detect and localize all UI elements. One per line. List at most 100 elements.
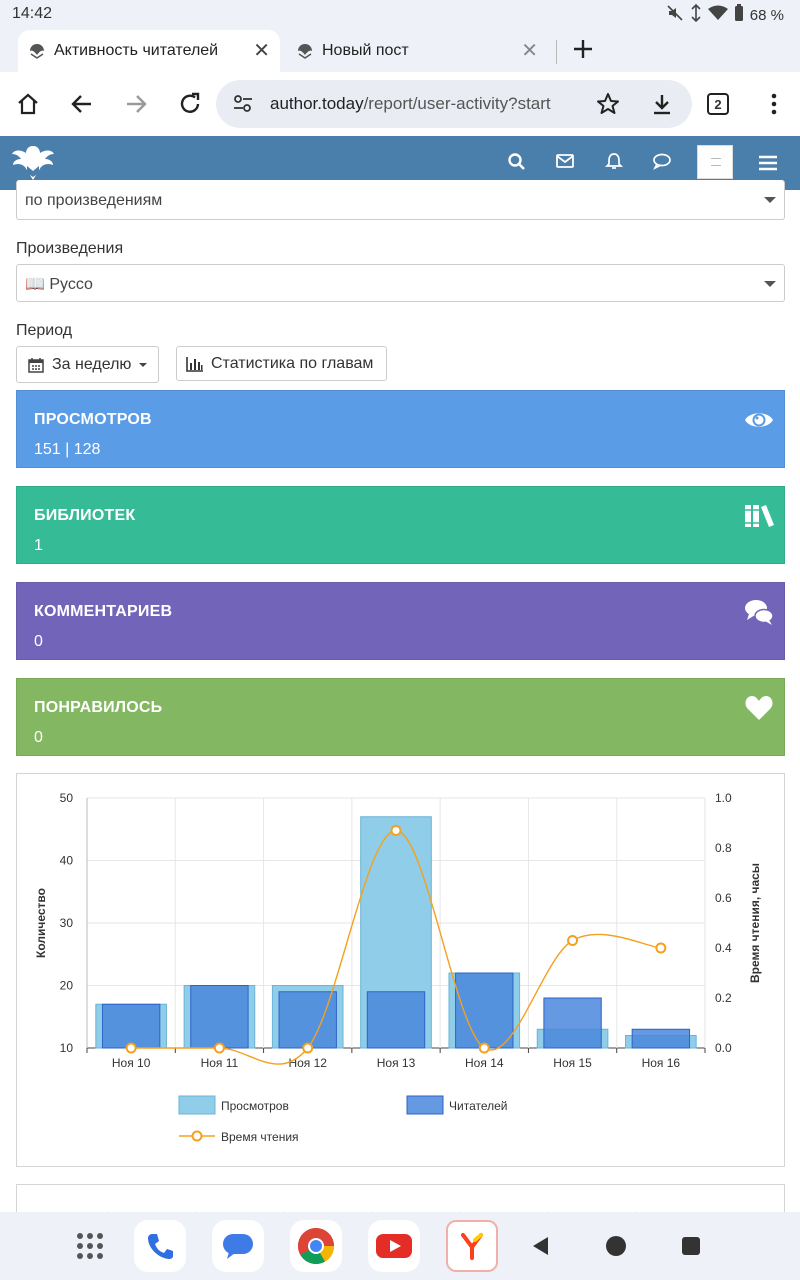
x-tick-label: Ноя 10 (112, 1056, 151, 1070)
works-label: Произведения (16, 240, 124, 257)
youtube-app-icon[interactable] (368, 1220, 420, 1272)
site-favicon-icon (296, 42, 314, 60)
tab-divider (556, 40, 557, 64)
heart-icon (744, 693, 774, 723)
reading-time-point (390, 825, 402, 836)
y-right-tick-label: 0.0 (715, 1041, 732, 1055)
search-icon[interactable] (507, 152, 527, 177)
y-right-tick-label: 0.2 (715, 991, 732, 1005)
mute-icon (666, 4, 684, 26)
site-logo-icon[interactable] (10, 140, 56, 186)
new-tab-icon[interactable] (570, 36, 596, 62)
chevron-down-icon (764, 281, 776, 287)
x-tick-label: Ноя 15 (553, 1056, 592, 1070)
books-icon (744, 501, 774, 531)
site-favicon-icon (28, 42, 46, 60)
legend-label-readers: Читателей (449, 1099, 508, 1113)
period-dropdown-button[interactable]: За неделю (16, 346, 159, 383)
tab-count: 2 (707, 93, 729, 115)
download-icon[interactable] (646, 88, 678, 120)
close-tab-icon[interactable]: ✕ (253, 40, 270, 62)
works-select[interactable]: 📖 Руссо (16, 264, 785, 302)
reading-time-point (655, 942, 667, 954)
messages-app-icon[interactable] (212, 1220, 264, 1272)
back-nav-icon[interactable] (514, 1220, 566, 1272)
browser-toolbar: author.today/report/user-activity?start … (0, 72, 800, 136)
x-tick-label: Ноя 11 (201, 1056, 239, 1070)
recents-nav-icon[interactable] (665, 1220, 717, 1272)
app-drawer-icon[interactable] (64, 1220, 116, 1272)
activity-chart: 10 20 30 40 50 0.0 0.2 0.4 0.6 0.8 1.0 Ноя 10 Ноя 11… (16, 773, 785, 1167)
system-dock (0, 1212, 800, 1280)
yandex-browser-app-icon[interactable] (446, 1220, 498, 1272)
group-by-value: по произведениям (25, 192, 163, 209)
comments-card: КОММЕНТАРИЕВ 0 (16, 582, 785, 660)
chapters-stats-label: Статистика по главам (211, 354, 374, 372)
tab-title: Новый пост (322, 42, 409, 59)
eye-icon (744, 405, 774, 435)
y-right-tick-label: 0.4 (715, 941, 732, 955)
status-icons: 68 % (666, 3, 784, 26)
x-tick-label: Ноя 14 (465, 1056, 504, 1070)
tab-reader-activity[interactable]: Активность читателей ✕ (18, 30, 280, 72)
home-icon[interactable] (12, 88, 44, 120)
legend-label-reading-time: Время чтения (221, 1130, 299, 1144)
site-settings-icon[interactable] (232, 93, 254, 120)
chapters-stats-button[interactable]: Статистика по главам (176, 346, 387, 381)
y-right-axis-title: Время чтения, часы (748, 863, 762, 983)
tab-new-post[interactable]: Новый пост ✕ (286, 30, 548, 72)
views-value: 151 | 128 (34, 441, 101, 458)
more-menu-icon[interactable] (758, 88, 790, 120)
comments-value: 0 (34, 633, 43, 650)
url-text: author.today/report/user-activity?start (270, 94, 551, 113)
tab-switcher-button[interactable]: 2 (702, 88, 734, 120)
bell-icon[interactable] (604, 151, 624, 176)
back-icon[interactable] (66, 88, 98, 120)
libraries-title: БИБЛИОТЕК (34, 507, 136, 524)
mail-icon[interactable] (555, 152, 575, 175)
reading-time-point (302, 1042, 314, 1054)
bar-readers (190, 985, 249, 1049)
forward-icon[interactable] (120, 88, 152, 120)
legend-marker-reading-time (191, 1130, 203, 1142)
caret-down-icon (139, 362, 148, 367)
bookmark-star-icon[interactable] (596, 92, 620, 121)
battery-icon (734, 4, 744, 26)
chat-icon[interactable] (652, 152, 672, 175)
views-title: ПРОСМОТРОВ (34, 411, 152, 428)
y-tick-label: 10 (60, 1041, 74, 1055)
hamburger-menu-icon[interactable] (758, 154, 778, 177)
bar-chart-icon (186, 356, 204, 372)
likes-title: ПОНРАВИЛОСЬ (34, 699, 163, 716)
close-tab-icon[interactable]: ✕ (521, 40, 538, 62)
status-bar: 14:42 68 % (0, 0, 800, 28)
calendar-icon (28, 357, 44, 373)
bar-readers (631, 1028, 691, 1049)
tab-title: Активность читателей (54, 42, 219, 59)
libraries-card: БИБЛИОТЕК 1 (16, 486, 785, 564)
comments-title: КОММЕНТАРИЕВ (34, 603, 173, 620)
libraries-value: 1 (34, 537, 43, 554)
likes-value: 0 (34, 729, 43, 746)
chrome-app-icon[interactable] (290, 1220, 342, 1272)
bar-readers (278, 991, 337, 1049)
address-bar[interactable]: author.today/report/user-activity?start (216, 80, 692, 128)
wifi-icon (707, 5, 728, 25)
reload-icon[interactable] (174, 88, 206, 120)
y-right-tick-label: 0.6 (715, 891, 732, 905)
legend-swatch-views (178, 1095, 216, 1115)
reading-time-point (567, 935, 579, 946)
x-tick-label: Ноя 16 (642, 1056, 681, 1070)
chart-svg: 10 20 30 40 50 0.0 0.2 0.4 0.6 0.8 1.0 Ноя 10 Ноя 11… (34, 791, 762, 1144)
status-time: 14:42 (12, 5, 53, 22)
phone-app-icon[interactable] (134, 1220, 186, 1272)
reading-time-point (478, 1042, 490, 1054)
y-right-tick-label: 1.0 (715, 791, 732, 805)
tab-bar: Активность читателей ✕ Новый пост ✕ (0, 28, 800, 72)
works-value: 📖 Руссо (25, 276, 93, 293)
x-tick-label: Ноя 12 (288, 1056, 327, 1070)
home-nav-icon[interactable] (590, 1220, 642, 1272)
avatar[interactable] (697, 145, 733, 179)
group-by-select[interactable]: по произведениям (16, 180, 785, 220)
comments-icon (744, 597, 774, 627)
